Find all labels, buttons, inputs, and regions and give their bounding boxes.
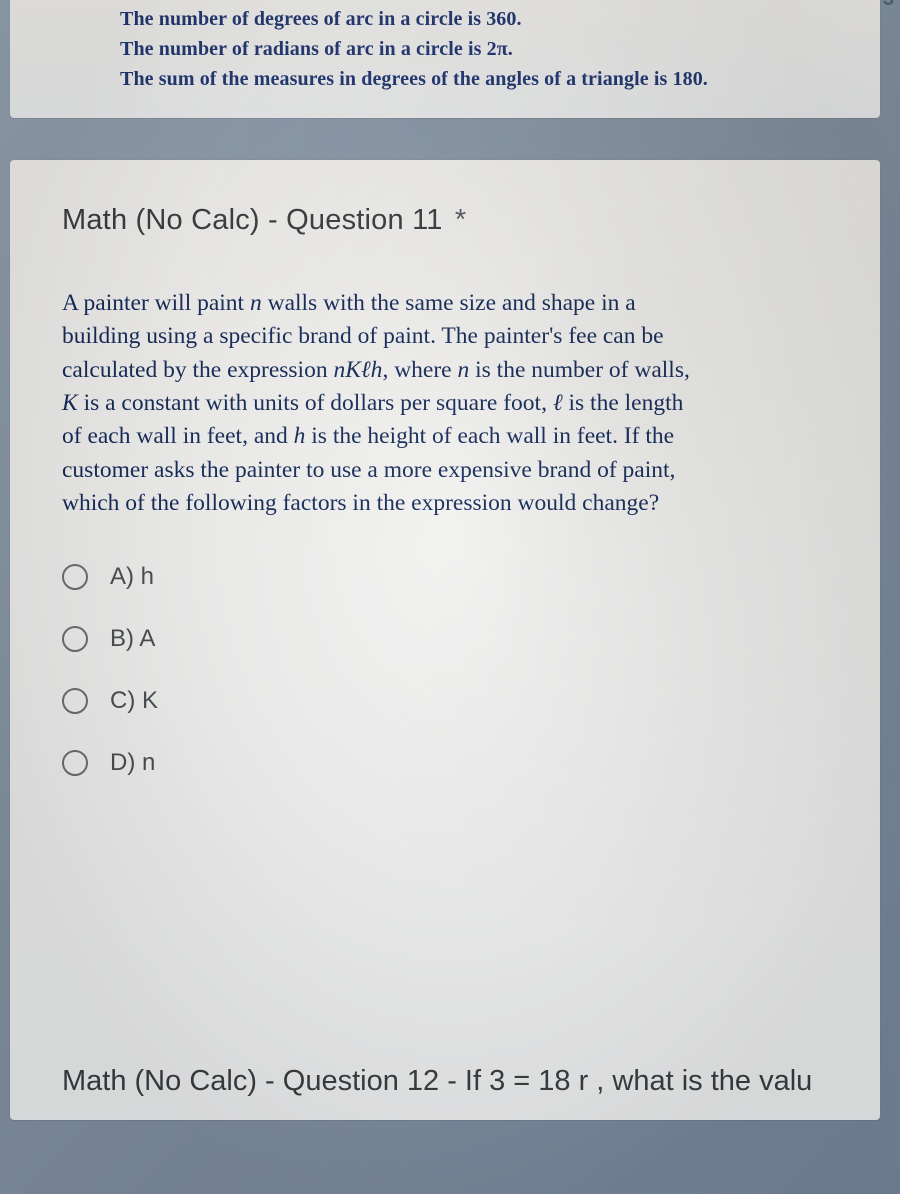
question-body: A painter will paint n walls with the sa… bbox=[62, 287, 702, 521]
choice-label: D) n bbox=[110, 749, 155, 777]
radio-icon[interactable] bbox=[62, 688, 88, 714]
choice-label: B) A bbox=[110, 625, 155, 653]
choice-c[interactable]: C) K bbox=[62, 687, 828, 715]
info-line: The number of degrees of arc in a circle… bbox=[120, 4, 836, 34]
question-card: Math (No Calc) - Question 11 * A painter… bbox=[10, 160, 880, 1120]
choice-a[interactable]: A) h bbox=[62, 563, 828, 591]
question-title-text: Math (No Calc) - Question 11 bbox=[62, 204, 443, 236]
info-line: The sum of the measures in degrees of th… bbox=[120, 64, 836, 94]
next-question-fragment: Math (No Calc) - Question 12 - If 3 = 18… bbox=[62, 1065, 888, 1098]
choice-label: A) h bbox=[110, 563, 154, 591]
reference-info-card: The number of degrees of arc in a circle… bbox=[10, 0, 880, 118]
page-corner-number: 3 bbox=[883, 0, 894, 11]
choice-label: C) K bbox=[110, 687, 158, 715]
info-line: The number of radians of arc in a circle… bbox=[120, 34, 836, 64]
question-title: Math (No Calc) - Question 11 * bbox=[62, 204, 828, 237]
radio-icon[interactable] bbox=[62, 750, 88, 776]
answer-choices: A) h B) A C) K D) n bbox=[62, 563, 828, 777]
required-asterisk: * bbox=[455, 204, 467, 236]
radio-icon[interactable] bbox=[62, 564, 88, 590]
radio-icon[interactable] bbox=[62, 626, 88, 652]
choice-d[interactable]: D) n bbox=[62, 749, 828, 777]
screen-photo: 3 The number of degrees of arc in a circ… bbox=[0, 0, 900, 1194]
choice-b[interactable]: B) A bbox=[62, 625, 828, 653]
